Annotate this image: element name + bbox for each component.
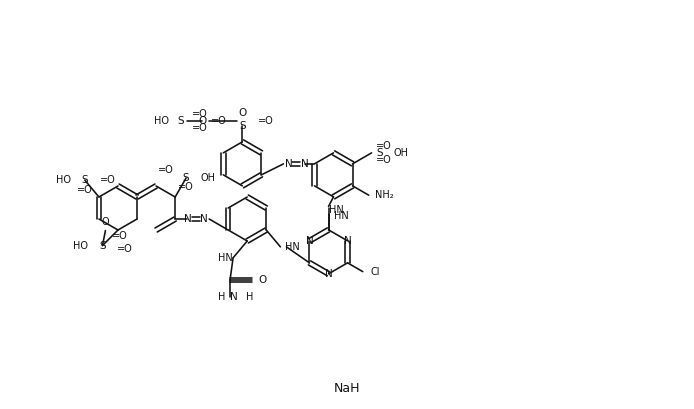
Text: O: O [101, 216, 109, 227]
Text: S: S [178, 117, 185, 126]
Text: N: N [344, 236, 351, 246]
Text: =O: =O [77, 185, 93, 195]
Text: N: N [201, 214, 208, 224]
Text: H: H [246, 292, 253, 302]
Text: =O: =O [178, 182, 194, 192]
Text: O: O [258, 275, 266, 285]
Text: OH: OH [393, 148, 409, 158]
Text: N: N [230, 292, 238, 302]
Text: N: N [285, 159, 292, 169]
Text: =O: =O [100, 175, 116, 185]
Text: =O: =O [375, 141, 391, 151]
Text: N: N [325, 269, 332, 279]
Text: =O: =O [158, 165, 174, 175]
Text: HN: HN [334, 211, 348, 221]
Text: S: S [377, 148, 383, 158]
Text: NH₂: NH₂ [375, 190, 393, 200]
Text: Cl: Cl [371, 267, 380, 276]
Text: HN: HN [328, 205, 344, 215]
Text: HO: HO [56, 175, 71, 185]
Text: =O: =O [375, 155, 391, 165]
Text: N: N [185, 214, 192, 224]
Text: =O: =O [112, 231, 128, 240]
Text: =O: =O [210, 117, 226, 126]
Text: =O: =O [258, 117, 274, 126]
Text: S: S [239, 121, 246, 131]
Text: N: N [305, 236, 313, 246]
Text: =O: =O [192, 110, 208, 119]
Text: O: O [198, 117, 206, 126]
Text: S: S [183, 173, 189, 183]
Text: =O: =O [117, 243, 133, 254]
Text: H: H [218, 292, 225, 302]
Text: S: S [81, 175, 88, 185]
Text: NaH: NaH [334, 382, 360, 395]
Text: S: S [99, 240, 105, 251]
Text: HN: HN [285, 242, 300, 252]
Text: HO: HO [74, 240, 88, 251]
Text: N: N [301, 159, 308, 169]
Text: HO: HO [154, 117, 169, 126]
Text: OH: OH [200, 173, 215, 183]
Text: =O: =O [192, 124, 208, 133]
Text: O: O [238, 108, 246, 119]
Text: HN: HN [219, 253, 233, 263]
